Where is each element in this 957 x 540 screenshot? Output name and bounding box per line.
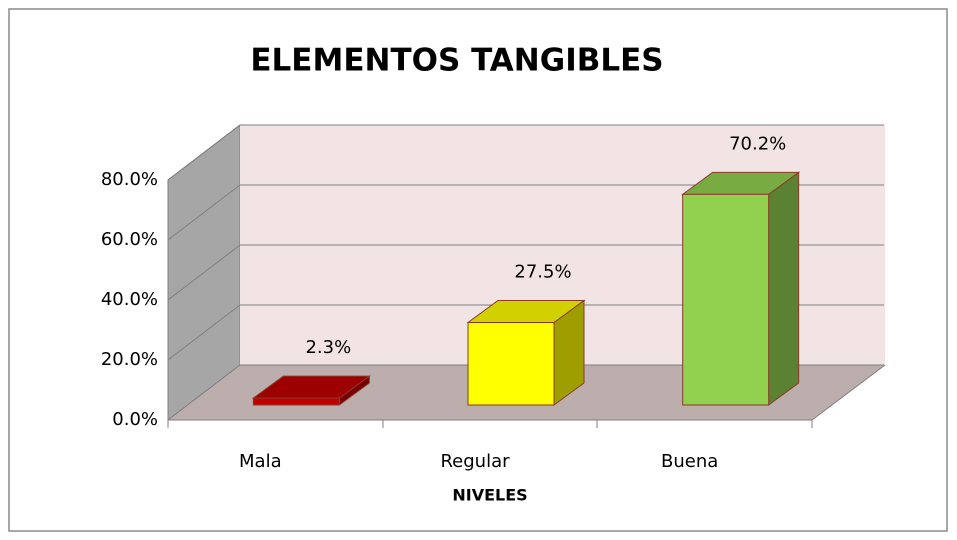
y-tick-label: 0.0% — [112, 409, 158, 430]
floor-edge — [811, 364, 886, 421]
side-grid-line — [167, 184, 241, 241]
data-label: 27.5% — [514, 262, 571, 283]
bar — [467, 322, 555, 406]
bar — [252, 397, 340, 406]
bar-side — [768, 171, 800, 406]
y-tick-label: 60.0% — [101, 229, 158, 250]
side-grid-line — [167, 364, 241, 421]
side-grid-line — [167, 244, 241, 301]
y-tick-label: 20.0% — [101, 349, 158, 370]
side-grid-line — [167, 304, 241, 361]
y-tick-label: 40.0% — [101, 289, 158, 310]
x-tick-label: Buena — [661, 451, 718, 472]
chart-title: ELEMENTOS TANGIBLES — [250, 43, 663, 79]
x-tick-label: Mala — [239, 451, 282, 472]
x-tick-label: Regular — [440, 451, 510, 472]
data-label: 70.2% — [729, 133, 786, 154]
x-axis-title: NIVELES — [452, 486, 527, 505]
bar — [682, 193, 770, 406]
side-grid-line — [167, 124, 241, 181]
data-label: 2.3% — [305, 337, 351, 358]
y-tick-label: 80.0% — [101, 169, 158, 190]
